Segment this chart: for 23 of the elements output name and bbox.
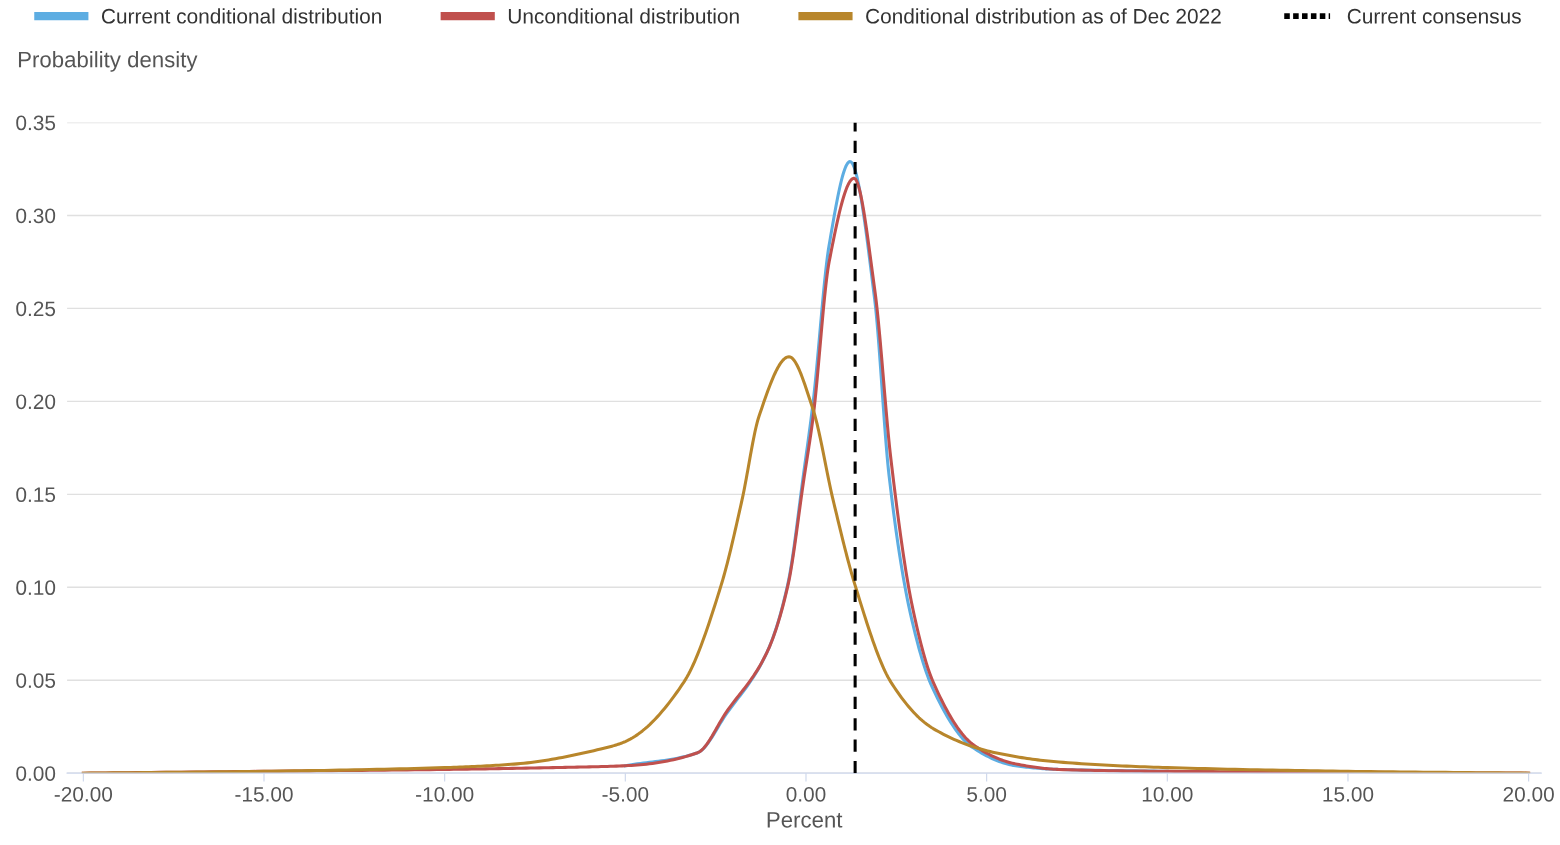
- legend-label: Conditional distribution as of Dec 2022: [866, 8, 1221, 24]
- x-tick-label: -20.00: [54, 786, 113, 802]
- y-tick-label: 0.25: [16, 301, 56, 317]
- x-tick-label: 0.00: [786, 786, 826, 802]
- x-tick-label: 10.00: [1142, 786, 1193, 802]
- y-tick-label: 0.05: [16, 673, 56, 688]
- legend-label: Current consensus: [1347, 8, 1521, 24]
- x-tick-label: 20.00: [1503, 786, 1554, 802]
- y-tick-label: 0.00: [16, 766, 56, 781]
- y-tick-label: 0.35: [16, 115, 56, 131]
- x-tick-label: -10.00: [416, 786, 474, 802]
- y-axis-title: Probability density: [18, 51, 198, 72]
- x-tick-label: -15.00: [235, 786, 293, 802]
- x-tick-label: -5.00: [602, 786, 649, 802]
- x-tick-label: 15.00: [1323, 786, 1374, 802]
- legend-label: Current conditional distribution: [101, 8, 381, 24]
- legend-label: Unconditional distribution: [508, 8, 739, 24]
- x-axis-title: Percent: [767, 812, 843, 828]
- y-tick-label: 0.10: [16, 580, 56, 596]
- y-tick-label: 0.30: [16, 208, 56, 224]
- y-tick-label: 0.20: [16, 394, 56, 410]
- x-tick-label: 5.00: [967, 786, 1007, 802]
- y-tick-label: 0.15: [16, 487, 56, 503]
